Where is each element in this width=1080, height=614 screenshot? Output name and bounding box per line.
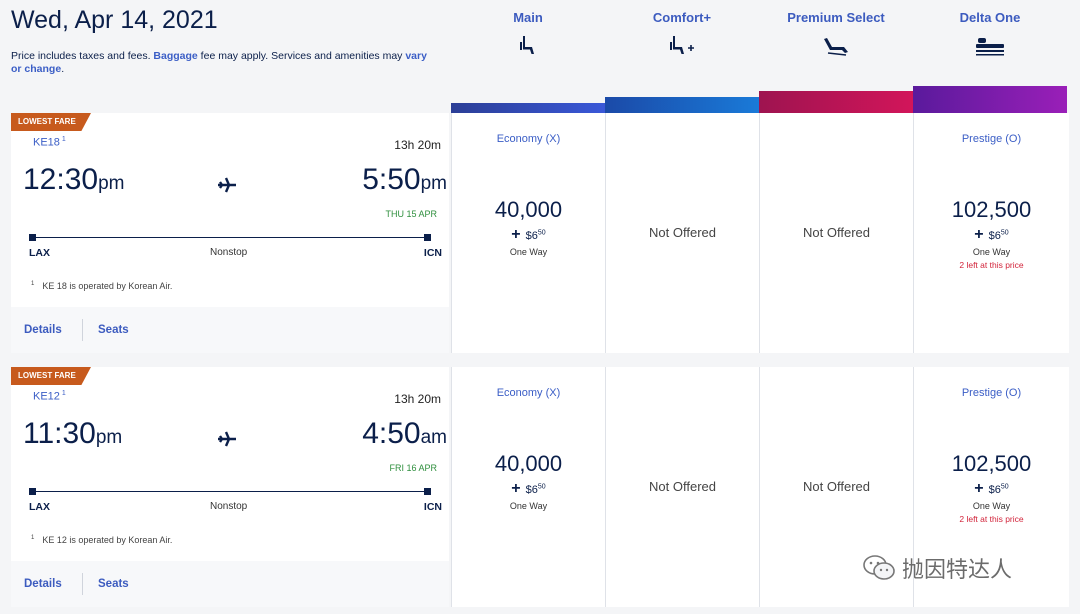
origin-airport: LAX [29, 247, 50, 259]
page-title: Wed, Apr 14, 2021 [11, 6, 218, 34]
destination-airport: ICN [423, 247, 442, 259]
seats-left-warning: 2 left at this price [959, 260, 1024, 270]
recliner-icon [759, 33, 913, 57]
fare-cell-delta-one[interactable]: Prestige (O) 102,500 + $650 One Way 2 lef… [913, 367, 1069, 607]
flight-row: LOWEST FARE KE18 1 13h 20m 12:30pm 5:50pm… [11, 113, 1069, 353]
arrival-time: 5:50pm [362, 163, 447, 196]
lowest-fare-badge: LOWEST FARE [11, 113, 91, 131]
watermark: 抛因特达人 [862, 552, 1012, 584]
arrival-date: FRI 16 APR [389, 463, 437, 473]
flight-row: LOWEST FARE KE12 1 13h 20m 11:30pm 4:50am… [11, 367, 1069, 607]
airplane-icon [217, 431, 237, 452]
departure-time: 11:30pm [23, 417, 123, 450]
details-link[interactable]: Details [24, 578, 62, 590]
flight-card: LOWEST FARE KE12 1 13h 20m 11:30pm 4:50am… [11, 367, 449, 607]
seats-left-warning: 2 left at this price [959, 514, 1024, 524]
fare-tax: + $650 [511, 226, 546, 243]
flat-bed-icon [913, 33, 1067, 57]
details-link[interactable]: Details [24, 324, 62, 336]
fare-cell-premium-select: Not Offered [759, 113, 913, 353]
price-note: Price includes taxes and fees. Baggage f… [11, 50, 427, 75]
fare-cell-premium-select: Not Offered [759, 367, 913, 607]
seat-icon [451, 33, 605, 57]
flight-duration: 13h 20m [394, 392, 441, 406]
airplane-icon [217, 177, 237, 198]
card-actions: Details Seats [11, 307, 449, 353]
fare-cell-delta-one[interactable]: Prestige (O) 102,500 + $650 One Way 2 lef… [913, 113, 1069, 353]
stops-label: Nonstop [210, 501, 248, 512]
departure-time: 12:30pm [23, 163, 125, 196]
fare-tax: + $650 [511, 480, 546, 497]
not-offered-label: Not Offered [803, 225, 870, 240]
route-line [30, 491, 430, 492]
not-offered-label: Not Offered [649, 225, 716, 240]
origin-marker [29, 488, 36, 495]
origin-airport: LAX [29, 501, 50, 513]
cabin-header-delta-one: Delta One [913, 10, 1067, 57]
fare-cell-main[interactable]: Economy (X) 40,000 + $650 One Way [451, 113, 605, 353]
seat-plus-icon [605, 33, 759, 57]
fare-miles: 40,000 [494, 197, 563, 222]
fare-tax: + $650 [974, 480, 1009, 497]
cabin-header-comfort-plus: Comfort+ [605, 10, 759, 57]
fare-miles: 102,500 [951, 451, 1032, 476]
destination-marker [424, 234, 431, 241]
cabin-bar-premium-select [759, 91, 913, 113]
fare-tax: + $650 [974, 226, 1009, 243]
lowest-fare-badge: LOWEST FARE [11, 367, 91, 385]
fare-miles: 40,000 [494, 451, 563, 476]
arrival-time: 4:50am [362, 417, 447, 450]
divider [82, 319, 83, 341]
fare-cell-main[interactable]: Economy (X) 40,000 + $650 One Way [451, 367, 605, 607]
seats-link[interactable]: Seats [98, 578, 129, 590]
vary-or-change-link[interactable]: vary or change [11, 50, 427, 75]
stops-label: Nonstop [210, 247, 248, 258]
cabin-bar-main [451, 103, 605, 113]
not-offered-label: Not Offered [803, 479, 870, 494]
origin-marker [29, 234, 36, 241]
flight-duration: 13h 20m [394, 138, 441, 152]
flight-card: LOWEST FARE KE18 1 13h 20m 12:30pm 5:50pm… [11, 113, 449, 353]
operator-footnote: 1 KE 12 is operated by Korean Air. [31, 535, 173, 545]
route-line [30, 237, 430, 238]
fare-cell-comfort-plus: Not Offered [605, 367, 759, 607]
flight-number[interactable]: KE12 1 [33, 390, 66, 403]
cabin-header-premium-select: Premium Select [759, 10, 913, 57]
not-offered-label: Not Offered [649, 479, 716, 494]
destination-marker [424, 488, 431, 495]
flight-number[interactable]: KE18 1 [33, 136, 66, 149]
cabin-bar-delta-one [913, 86, 1067, 113]
cabin-bar-comfort-plus [605, 97, 759, 113]
wechat-icon [863, 555, 895, 580]
operator-footnote: 1 KE 18 is operated by Korean Air. [31, 281, 173, 291]
card-actions: Details Seats [11, 561, 449, 607]
fare-cell-comfort-plus: Not Offered [605, 113, 759, 353]
divider [82, 573, 83, 595]
destination-airport: ICN [423, 501, 442, 513]
fare-miles: 102,500 [951, 197, 1032, 222]
baggage-link[interactable]: Baggage [153, 50, 198, 62]
seats-link[interactable]: Seats [98, 324, 129, 336]
arrival-date: THU 15 APR [385, 209, 437, 219]
cabin-header-main: Main [451, 10, 605, 57]
